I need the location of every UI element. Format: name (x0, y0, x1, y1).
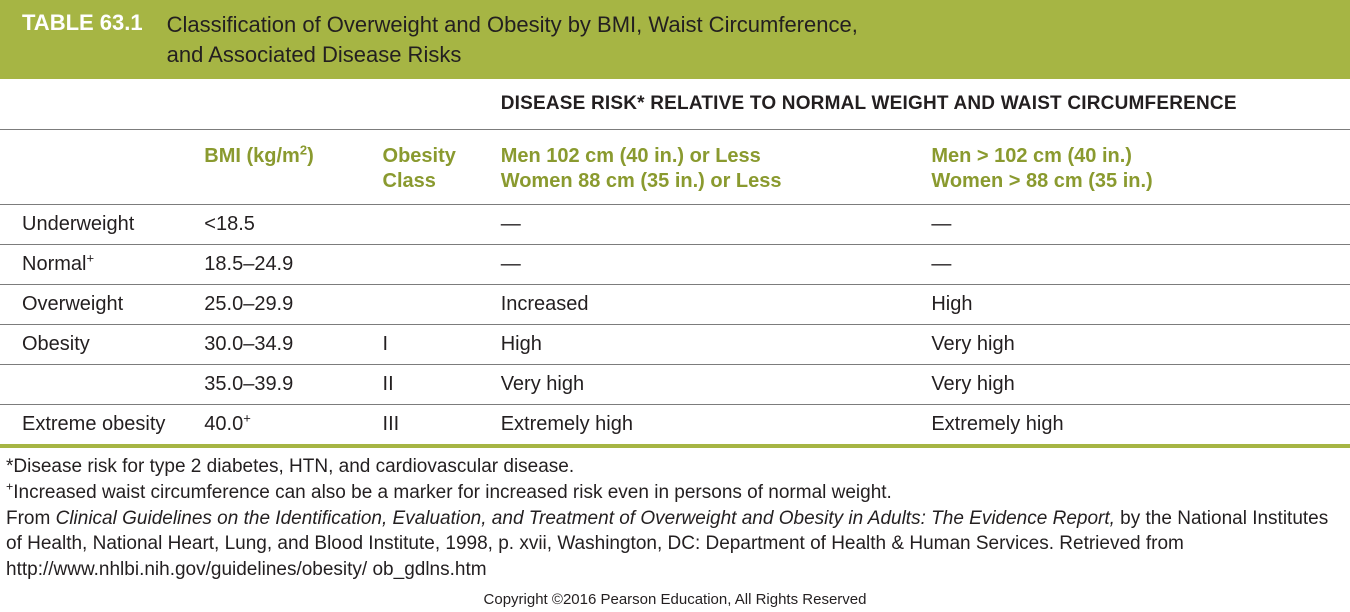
cell-obesity-class (361, 205, 479, 245)
table-title: Classification of Overweight and Obesity… (161, 0, 858, 79)
cell-category: Normal+ (0, 245, 182, 285)
cell-risk-high: Very high (909, 325, 1350, 365)
span-header-row: DISEASE RISK* RELATIVE TO NORMAL WEIGHT … (0, 79, 1350, 130)
col-waist-high-l1: Men > 102 cm (40 in.) (931, 145, 1132, 167)
cell-obesity-class (361, 245, 479, 285)
cell-bmi: 40.0+ (182, 405, 360, 447)
cell-risk-low: Extremely high (479, 405, 910, 447)
footnote-1: *Disease risk for type 2 diabetes, HTN, … (6, 454, 1344, 480)
col-waist-high: Men > 102 cm (40 in.) Women > 88 cm (35 … (909, 130, 1350, 205)
col-waist-high-l2: Women > 88 cm (35 in.) (931, 170, 1152, 192)
cell-bmi: 35.0–39.9 (182, 365, 360, 405)
copyright-line: Copyright ©2016 Pearson Education, All R… (0, 585, 1350, 612)
col-waist-low: Men 102 cm (40 in.) or Less Women 88 cm … (479, 130, 910, 205)
table-row: Overweight25.0–29.9 IncreasedHigh (0, 285, 1350, 325)
cell-risk-low: High (479, 325, 910, 365)
cell-risk-low: Very high (479, 365, 910, 405)
cell-risk-high: Very high (909, 365, 1350, 405)
cell-obesity-class: I (361, 325, 479, 365)
table-number: TABLE 63.1 (0, 0, 161, 64)
col-waist-low-l2: Women 88 cm (35 in.) or Less (501, 170, 782, 192)
table-row: 35.0–39.9IIVery highVery high (0, 365, 1350, 405)
cell-bmi: 18.5–24.9 (182, 245, 360, 285)
column-header-row: BMI (kg/m2) Obesity Class Men 102 cm (40… (0, 130, 1350, 205)
cell-category: Underweight (0, 205, 182, 245)
cell-risk-low: — (479, 245, 910, 285)
table-body: Underweight<18.5——Normal+18.5–24.9——Over… (0, 205, 1350, 447)
source-citation: From Clinical Guidelines on the Identifi… (6, 506, 1344, 583)
cell-risk-low: Increased (479, 285, 910, 325)
table-row: Obesity30.0–34.9IHighVery high (0, 325, 1350, 365)
table-row: Normal+18.5–24.9 —— (0, 245, 1350, 285)
cell-obesity-class (361, 285, 479, 325)
cell-category: Obesity (0, 325, 182, 365)
table-row: Extreme obesity40.0+IIIExtremely highExt… (0, 405, 1350, 447)
disease-risk-span-header: DISEASE RISK* RELATIVE TO NORMAL WEIGHT … (479, 79, 1350, 130)
cell-risk-high: High (909, 285, 1350, 325)
col-obesity-class: Obesity Class (361, 130, 479, 205)
table-row: Underweight<18.5 —— (0, 205, 1350, 245)
blank-header (182, 79, 360, 130)
col-bmi: BMI (kg/m2) (182, 130, 360, 205)
cell-bmi: <18.5 (182, 205, 360, 245)
title-line-2: and Associated Disease Risks (167, 42, 462, 67)
col-obesity-class-l1: Obesity (383, 145, 456, 167)
cell-risk-high: Extremely high (909, 405, 1350, 447)
cell-category: Extreme obesity (0, 405, 182, 447)
bmi-classification-table: DISEASE RISK* RELATIVE TO NORMAL WEIGHT … (0, 79, 1350, 448)
footnotes: *Disease risk for type 2 diabetes, HTN, … (0, 448, 1350, 584)
table-figure: TABLE 63.1 Classification of Overweight … (0, 0, 1350, 612)
col-waist-low-l1: Men 102 cm (40 in.) or Less (501, 145, 761, 167)
cell-risk-high: — (909, 205, 1350, 245)
cell-risk-low: — (479, 205, 910, 245)
cell-bmi: 25.0–29.9 (182, 285, 360, 325)
footnote-2: +Increased waist circumference can also … (6, 480, 1344, 506)
blank-header (361, 79, 479, 130)
title-line-1: Classification of Overweight and Obesity… (167, 12, 858, 37)
col-obesity-class-l2: Class (383, 170, 436, 192)
cell-category (0, 365, 182, 405)
cell-obesity-class: III (361, 405, 479, 447)
blank-header (0, 130, 182, 205)
title-bar: TABLE 63.1 Classification of Overweight … (0, 0, 1350, 79)
cell-obesity-class: II (361, 365, 479, 405)
blank-header (0, 79, 182, 130)
cell-risk-high: — (909, 245, 1350, 285)
cell-category: Overweight (0, 285, 182, 325)
cell-bmi: 30.0–34.9 (182, 325, 360, 365)
